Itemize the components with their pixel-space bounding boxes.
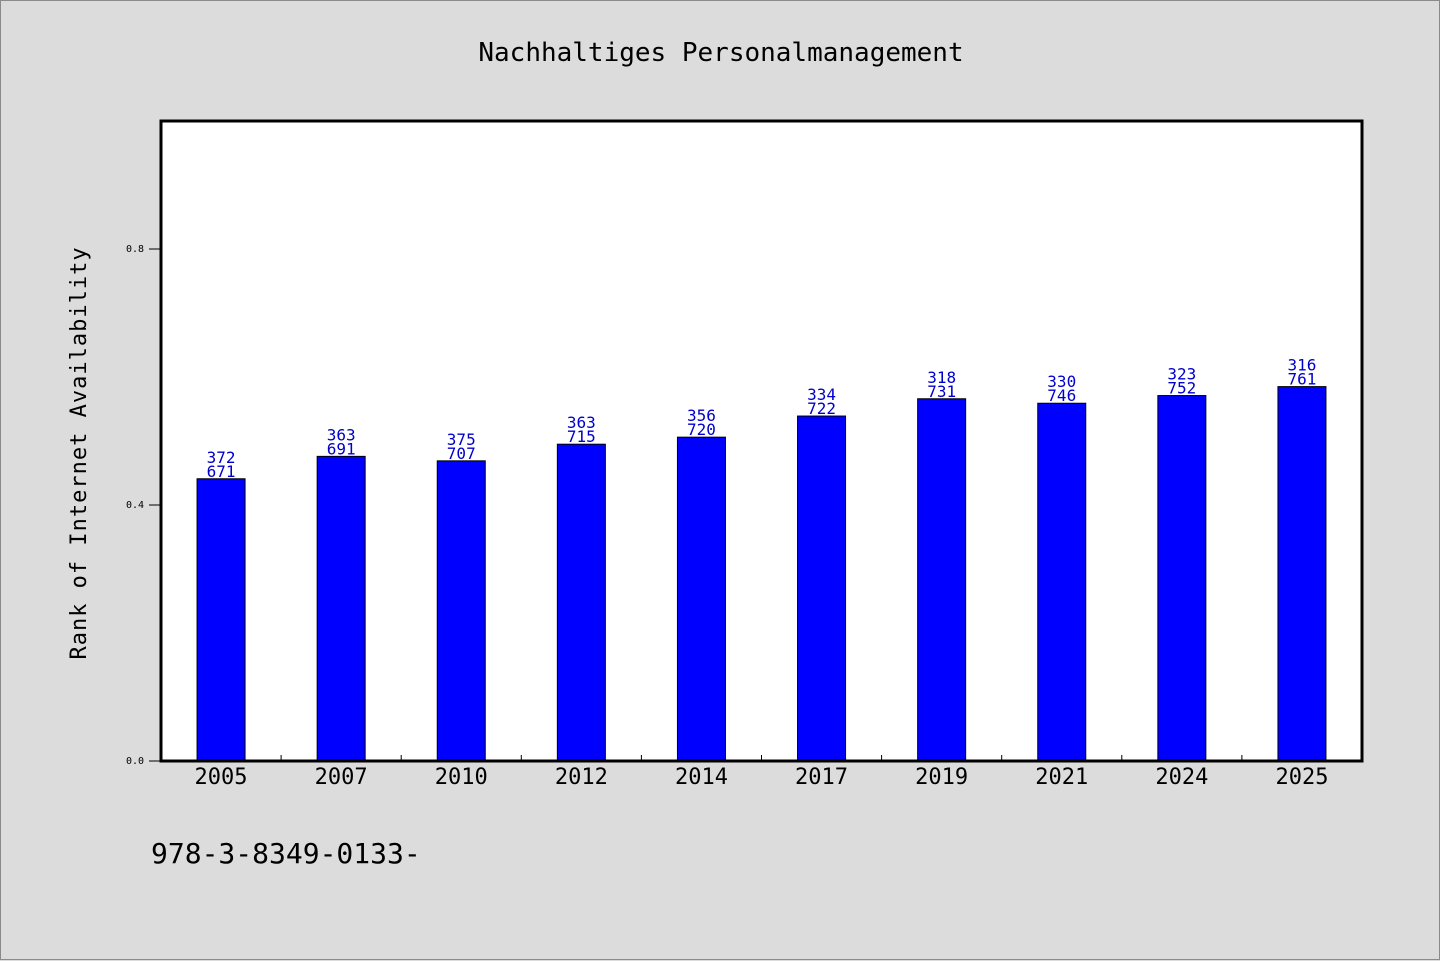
x-tick-label: 2025 [1275,765,1328,790]
bar [196,478,246,762]
data-label: 720 [687,420,716,439]
y-axis-label: Rank of Internet Availability [67,246,92,659]
data-label: 752 [1167,379,1196,398]
data-label: 722 [807,399,836,418]
data-label: 671 [207,462,236,481]
bar [917,398,967,762]
data-label: 316 [1287,356,1316,375]
data-label: 691 [327,439,356,458]
data-label: 334 [807,385,836,404]
x-tick-label: 2010 [435,765,488,790]
data-label: 375 [447,430,476,449]
x-tick-label: 2024 [1155,765,1208,790]
bar [797,415,847,762]
x-tick-label: 2017 [795,765,848,790]
y-tick-label: 0.0 [126,756,144,767]
bar [316,455,366,762]
bar [1277,386,1327,762]
x-tick-label: 2019 [915,765,968,790]
bar [556,443,606,762]
x-tick-label: 2007 [315,765,368,790]
data-label: 363 [567,413,596,432]
plot-frame [159,119,1364,763]
x-tick-label: 2012 [555,765,608,790]
data-label: 707 [447,444,476,463]
x-ticks: 2005 2007 2010 2012 2014 2017 2019 2021 2024 2025 [195,755,1328,790]
data-label: 363 [327,425,356,444]
data-label: 318 [927,368,956,387]
y-ticks: 0.0 0.4 0.8 [126,244,161,767]
x-tick-label: 2021 [1035,765,1088,790]
data-label: 330 [1047,372,1076,391]
data-label: 715 [567,427,596,446]
chart-title: Nachhaltiges Personalmanagement [478,38,963,68]
y-tick-label: 0.4 [126,500,144,511]
bars [196,386,1327,762]
data-label: 323 [1167,365,1196,384]
data-label: 746 [1047,386,1076,405]
footer-isbn: 978-3-8349-0133- [151,837,421,870]
bar [436,460,486,762]
bar [1157,395,1207,762]
data-label: 356 [687,406,716,425]
data-label: 761 [1287,370,1316,389]
x-tick-label: 2005 [195,765,248,790]
x-tick-label: 2014 [675,765,728,790]
bar [676,436,726,762]
y-tick-label: 0.8 [126,244,144,255]
data-label: 372 [207,448,236,467]
bar [1037,402,1087,762]
data-label: 731 [927,382,956,401]
data-labels: 3726713636913757073637153567203347223187… [207,356,1317,481]
